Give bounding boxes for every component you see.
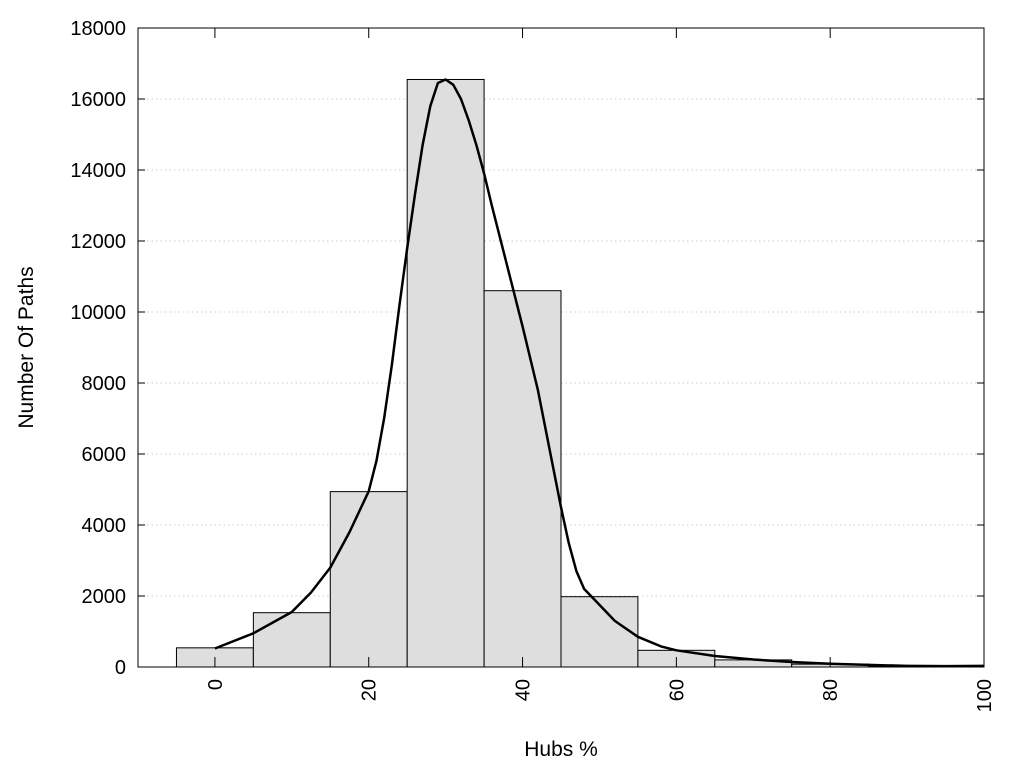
y-tick-label: 18000 xyxy=(70,18,126,40)
histogram-bar xyxy=(252,612,331,668)
x-tick-label: 60 xyxy=(666,679,688,701)
y-tick-labels: 0 2000 4000 6000 8000 10000 12000 14000 16000 180… xyxy=(70,18,126,679)
bars xyxy=(175,78,985,668)
x-tick-label: 0 xyxy=(205,679,227,690)
x-tick-label: 20 xyxy=(359,679,381,701)
y-tick-label: 16000 xyxy=(70,89,126,111)
y-tick-label: 14000 xyxy=(70,160,126,182)
y-tick-label: 2000 xyxy=(82,586,127,608)
y-tick-label: 8000 xyxy=(82,373,127,395)
x-tick-label: 80 xyxy=(820,679,842,701)
y-axis-title: Number Of Paths xyxy=(15,266,38,428)
density-curve-line xyxy=(214,78,985,668)
histogram-bar xyxy=(483,290,562,668)
x-tick-label: 40 xyxy=(513,679,535,701)
histogram-bar xyxy=(406,78,485,668)
y-tick-label: 12000 xyxy=(70,231,126,253)
plot-frame xyxy=(137,27,985,668)
y-tick-label: 4000 xyxy=(82,515,127,537)
x-tick-labels: 0 20 40 60 80 100 xyxy=(205,679,996,712)
y-tick-label: 6000 xyxy=(82,444,127,466)
x-tick-label: 100 xyxy=(974,679,996,712)
y-tick-label: 0 xyxy=(115,657,126,679)
x-axis-title: Hubs % xyxy=(524,738,598,761)
histogram-bar xyxy=(329,491,408,668)
y-tick-label: 10000 xyxy=(70,302,126,324)
axis-ticks xyxy=(138,27,985,668)
histogram-bar xyxy=(560,596,639,668)
